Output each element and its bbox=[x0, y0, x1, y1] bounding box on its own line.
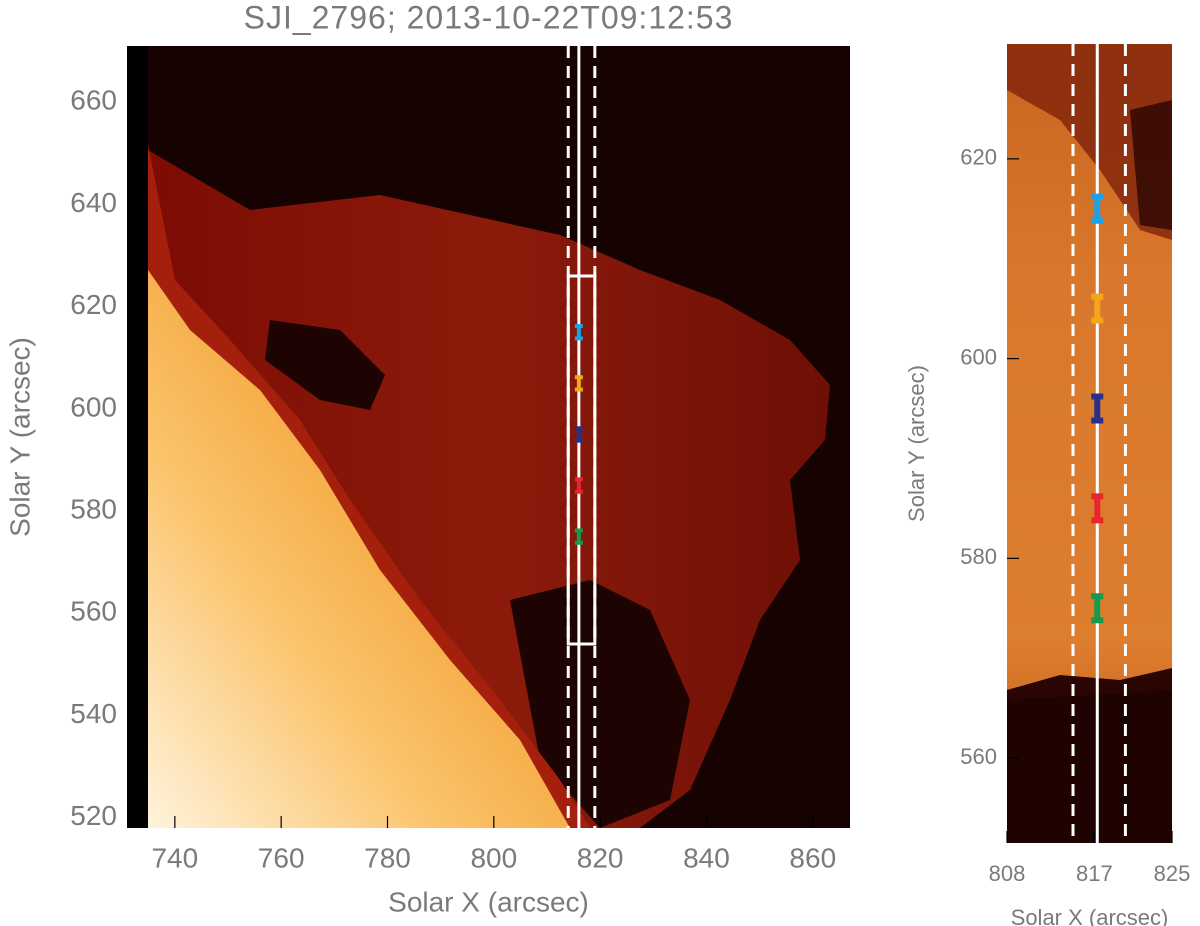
x-tick-label: 860 bbox=[789, 842, 836, 873]
y-tick-label: 620 bbox=[70, 289, 117, 320]
x-tick-label: 825 bbox=[1154, 861, 1191, 886]
error-bar bbox=[574, 477, 583, 494]
y-tick-label: 580 bbox=[70, 494, 117, 525]
x-tick-label: 820 bbox=[577, 842, 624, 873]
y-tick-label: 560 bbox=[960, 744, 997, 769]
slit-box bbox=[566, 274, 597, 646]
y-tick-label: 600 bbox=[960, 344, 997, 369]
x-tick-label: 817 bbox=[1076, 861, 1113, 886]
y-tick-label: 560 bbox=[70, 596, 117, 627]
error-bar bbox=[1091, 393, 1104, 424]
x-tick-label: 760 bbox=[258, 842, 305, 873]
y-axis-label: Solar Y (arcsec) bbox=[4, 337, 35, 537]
x-tick-label: 800 bbox=[470, 842, 517, 873]
x-tick-label: 840 bbox=[683, 842, 730, 873]
y-tick-label: 660 bbox=[70, 85, 117, 116]
x-tick-label: 740 bbox=[151, 842, 198, 873]
error-bar bbox=[574, 426, 583, 443]
x-tick-label: 780 bbox=[364, 842, 411, 873]
x-axis-label: Solar X (arcsec) bbox=[388, 886, 589, 917]
error-bar bbox=[1091, 293, 1104, 324]
right-image bbox=[1007, 44, 1172, 843]
error-bar bbox=[574, 528, 583, 545]
y-tick-label: 580 bbox=[960, 544, 997, 569]
left-image bbox=[127, 46, 850, 828]
y-axis-label: Solar Y (arcsec) bbox=[904, 365, 929, 522]
error-bar bbox=[1091, 193, 1104, 224]
y-tick-label: 600 bbox=[70, 391, 117, 422]
error-bar bbox=[1091, 593, 1104, 624]
chart-title: SJI_2796; 2013-10-22T09:12:53 bbox=[244, 0, 734, 35]
x-axis-label: Solar X (arcsec) bbox=[1011, 905, 1169, 926]
y-tick-label: 520 bbox=[70, 800, 117, 831]
x-tick-label: 808 bbox=[989, 861, 1026, 886]
error-bar bbox=[574, 324, 583, 341]
y-tick-label: 640 bbox=[70, 187, 117, 218]
error-bar bbox=[574, 375, 583, 392]
y-tick-label: 620 bbox=[960, 145, 997, 170]
y-tick-label: 540 bbox=[70, 698, 117, 729]
error-bar bbox=[1091, 493, 1104, 524]
